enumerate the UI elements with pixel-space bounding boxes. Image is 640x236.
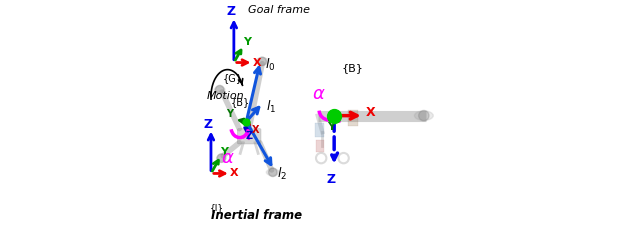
- Text: {G}: {G}: [223, 73, 243, 83]
- Text: {B}: {B}: [341, 63, 363, 73]
- Circle shape: [216, 85, 224, 94]
- Ellipse shape: [415, 111, 433, 120]
- Text: {B}: {B}: [231, 97, 250, 107]
- Text: Goal frame: Goal frame: [248, 5, 310, 15]
- Ellipse shape: [214, 87, 225, 93]
- Text: Motion: Motion: [207, 91, 244, 101]
- Text: Y: Y: [327, 122, 335, 132]
- FancyBboxPatch shape: [348, 110, 358, 126]
- Circle shape: [419, 110, 429, 121]
- Text: Inertial frame: Inertial frame: [211, 209, 302, 222]
- Text: {I}: {I}: [209, 203, 223, 212]
- Text: $\alpha$: $\alpha$: [221, 149, 234, 167]
- Text: Z: Z: [204, 118, 212, 131]
- Circle shape: [217, 154, 226, 162]
- Text: Z: Z: [245, 131, 252, 141]
- Text: Z: Z: [227, 5, 236, 18]
- Text: Y: Y: [226, 109, 233, 119]
- Text: $l_0$: $l_0$: [264, 57, 275, 73]
- Text: X: X: [252, 58, 261, 67]
- Text: Y: Y: [220, 147, 228, 157]
- Ellipse shape: [266, 169, 279, 176]
- Ellipse shape: [216, 156, 226, 161]
- Text: Y: Y: [243, 37, 251, 47]
- Text: Z: Z: [327, 173, 336, 186]
- Text: X: X: [230, 169, 238, 178]
- Ellipse shape: [255, 58, 269, 65]
- Text: X: X: [252, 125, 260, 135]
- Text: X: X: [365, 106, 375, 119]
- Text: $\alpha$: $\alpha$: [312, 85, 326, 103]
- Circle shape: [258, 57, 266, 66]
- FancyBboxPatch shape: [237, 129, 261, 144]
- Text: $l_1$: $l_1$: [266, 99, 276, 115]
- FancyBboxPatch shape: [315, 123, 324, 137]
- Circle shape: [269, 168, 277, 177]
- FancyBboxPatch shape: [316, 140, 324, 152]
- Text: $l_2$: $l_2$: [277, 166, 287, 182]
